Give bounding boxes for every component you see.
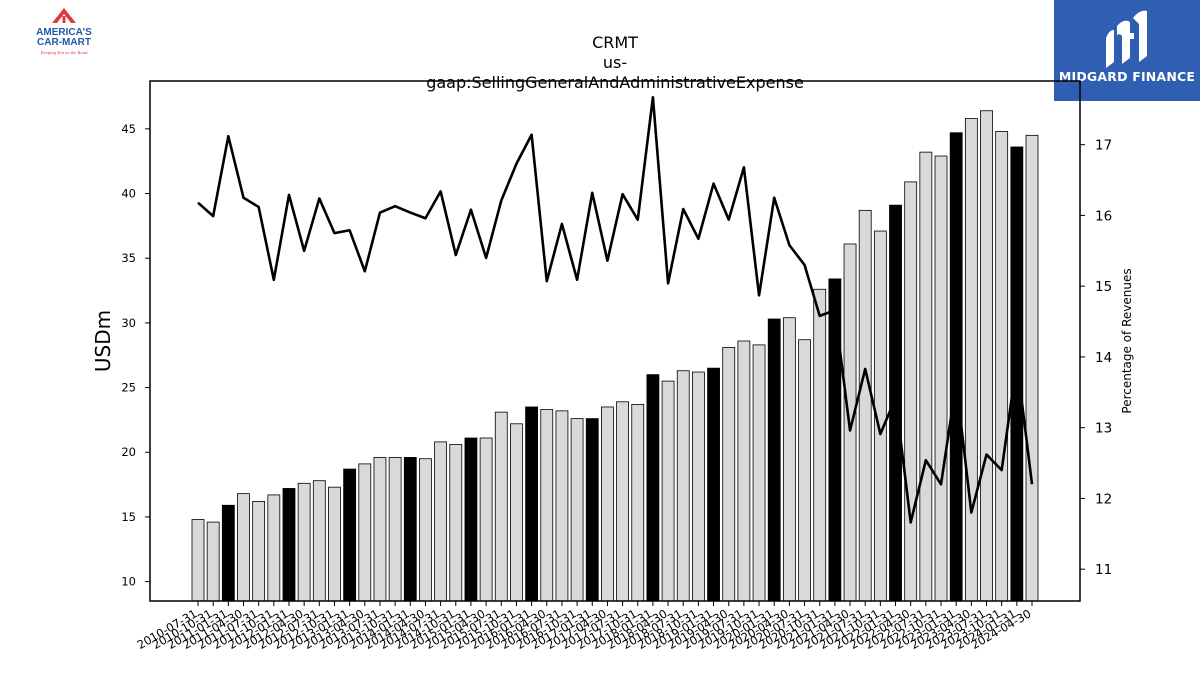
- bar-2016-04-30: [540, 409, 554, 602]
- bar-2023-01-31: [949, 132, 963, 602]
- right-tick-label: 15: [1095, 279, 1112, 295]
- bar-2015-01-31: [464, 437, 478, 602]
- bar-2012-01-31: [282, 488, 296, 602]
- bar-2016-07-31: [555, 410, 569, 602]
- right-tick-label: 16: [1095, 208, 1112, 224]
- midgard-finance-logo: MIDGARD FINANCE: [1054, 0, 1200, 101]
- left-tick-label: 15: [121, 510, 136, 524]
- bar-2021-07-31: [858, 209, 872, 602]
- bar-2015-10-31: [510, 423, 523, 602]
- bar-2011-10-31: [267, 494, 281, 602]
- bar-2013-04-30: [358, 463, 372, 602]
- bar-2021-01-31: [828, 278, 842, 602]
- bar-2014-10-31: [449, 444, 463, 602]
- percentage-of-revenues-line: [197, 95, 1034, 524]
- midgard-emblem-icon: [1106, 10, 1147, 68]
- right-tick-label: 13: [1095, 421, 1112, 437]
- bar-2016-01-31: [525, 406, 538, 602]
- bar-2020-04-30: [782, 317, 796, 602]
- bar-2019-07-31: [737, 340, 751, 602]
- left-tick-label: 25: [121, 381, 136, 395]
- bar-series: [191, 110, 1039, 602]
- bar-2020-07-31: [798, 339, 811, 602]
- logo-line1: AMERICA'S: [36, 27, 92, 38]
- bar-2013-01-31: [343, 468, 357, 602]
- right-tick-label: 14: [1095, 350, 1112, 366]
- bar-2013-07-31: [373, 457, 387, 602]
- chart-title: CRMT: [592, 33, 638, 52]
- right-tick-label: 11: [1095, 562, 1112, 578]
- plot-frame: [149, 80, 1081, 602]
- bar-2012-04-30: [297, 482, 311, 602]
- chart-title-block: CRMT us-gaap:SellingGeneralAndAdministra…: [415, 33, 815, 93]
- bar-2012-07-31: [312, 480, 326, 602]
- left-tick-label: 10: [121, 575, 136, 589]
- bar-2010-10-31: [206, 521, 220, 602]
- bar-2010-07-31: [191, 519, 205, 602]
- y-axis-label: USDm: [91, 310, 115, 372]
- bar-2016-10-31: [570, 418, 584, 602]
- bar-2013-10-31: [388, 457, 402, 602]
- bar-2019-01-31: [707, 367, 720, 602]
- y2-axis-label: Percentage of Revenues: [1120, 268, 1134, 413]
- right-y-axis: 11 12 13 14 15 16 17: [1080, 138, 1112, 578]
- left-tick-label: 30: [121, 316, 136, 330]
- line-series-layer: [197, 95, 1034, 524]
- bar-2011-01-31: [221, 504, 235, 602]
- logo-tagline: Keeping You on the Road: [40, 50, 88, 55]
- bar-2015-07-31: [494, 411, 508, 602]
- right-tick-label: 17: [1095, 138, 1112, 154]
- bar-2020-01-31: [767, 318, 781, 602]
- bar-2022-10-31: [934, 155, 948, 602]
- bar-2022-04-30: [904, 181, 918, 602]
- left-tick-label: 20: [121, 445, 136, 459]
- bar-2014-07-31: [434, 441, 448, 602]
- bar-2017-07-31: [616, 401, 629, 602]
- bar-2020-10-31: [813, 288, 827, 602]
- bar-2018-07-31: [676, 370, 690, 602]
- bar-2024-04-30: [1025, 134, 1039, 602]
- bar-2017-04-30: [601, 406, 614, 602]
- bar-2018-10-31: [692, 371, 705, 602]
- bar-2023-04-30: [964, 118, 978, 602]
- left-y-axis: 10 15 20 25 30 35 40 45: [121, 122, 150, 589]
- right-tick-label: 12: [1095, 491, 1112, 507]
- car-mart-emblem-icon: AMERICA'S CAR-MART Keeping You on the Ro…: [36, 8, 92, 55]
- midgard-finance-name: MIDGARD FINANCE: [1058, 69, 1196, 84]
- bar-2022-07-31: [919, 151, 933, 602]
- americas-car-mart-logo: AMERICA'S CAR-MART Keeping You on the Ro…: [24, 6, 106, 58]
- left-tick-label: 40: [121, 187, 136, 201]
- chart-subtitle: us-gaap:SellingGeneralAndAdministrativeE…: [426, 53, 804, 92]
- bar-2017-10-31: [631, 403, 645, 602]
- left-tick-label: 35: [121, 251, 136, 265]
- bar-2023-10-31: [995, 131, 1009, 602]
- bar-2012-10-31: [328, 486, 341, 602]
- bar-2019-04-30: [722, 347, 736, 602]
- x-axis: 2010-07-312010-10-312011-01-312011-04-30…: [135, 601, 1034, 652]
- bar-2011-04-30: [237, 493, 250, 602]
- bar-2019-10-31: [752, 344, 766, 602]
- bar-2024-01-31: [1010, 146, 1024, 602]
- left-tick-label: 45: [121, 122, 136, 136]
- bar-2017-01-31: [585, 418, 599, 602]
- logo-line2: CAR-MART: [37, 37, 91, 48]
- bar-2018-01-31: [646, 374, 660, 602]
- bar-2014-04-30: [419, 458, 432, 602]
- bar-2018-04-30: [661, 380, 675, 602]
- bar-2014-01-31: [403, 457, 417, 602]
- bar-2015-04-30: [479, 437, 493, 602]
- bar-2011-07-31: [252, 500, 266, 602]
- bar-2023-07-31: [980, 110, 993, 602]
